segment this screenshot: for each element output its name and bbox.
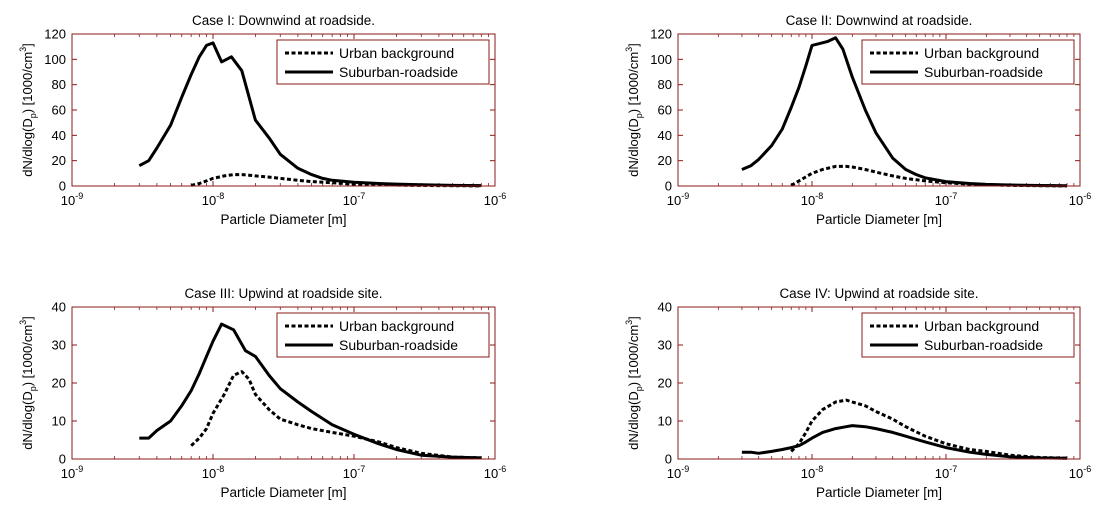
legend-label: Urban background bbox=[339, 318, 454, 334]
series-line-suburban-roadside bbox=[741, 36, 1068, 188]
chart-title: Case III: Upwind at roadside site. bbox=[184, 286, 382, 301]
legend: Urban background Suburban-roadside bbox=[861, 312, 1075, 358]
x-tick-label: 10-8 bbox=[801, 464, 823, 481]
y-tick-label: 10 bbox=[658, 414, 672, 429]
y-tick-label: 100 bbox=[44, 52, 66, 67]
legend-label: Suburban-roadside bbox=[924, 337, 1043, 353]
x-axis-label: Particle Diameter [m] bbox=[220, 485, 346, 500]
x-tick-label: 10-9 bbox=[667, 464, 689, 481]
legend: Urban background Suburban-roadside bbox=[276, 312, 490, 358]
x-tick-label: 10-7 bbox=[343, 191, 365, 208]
x-axis-label: Particle Diameter [m] bbox=[816, 212, 942, 227]
y-tick-label: 0 bbox=[59, 452, 66, 467]
y-tick-label: 40 bbox=[52, 300, 66, 315]
x-tick-label: 10-8 bbox=[202, 191, 224, 208]
series-line-urban-background bbox=[190, 370, 482, 460]
legend-label: Suburban-roadside bbox=[339, 337, 458, 353]
x-tick-label: 10-9 bbox=[61, 464, 83, 481]
y-tick-label: 120 bbox=[650, 27, 672, 42]
series-line-urban-background bbox=[790, 164, 1068, 188]
legend-box bbox=[861, 312, 1075, 358]
y-tick-label: 20 bbox=[52, 376, 66, 391]
legend-label: Urban background bbox=[339, 45, 454, 61]
y-tick-label: 0 bbox=[665, 452, 672, 467]
x-tick-label: 10-6 bbox=[484, 191, 506, 208]
y-tick-label: 40 bbox=[52, 128, 66, 143]
legend-label: Suburban-roadside bbox=[924, 64, 1043, 80]
y-tick-label: 80 bbox=[658, 77, 672, 92]
legend-box bbox=[276, 312, 490, 358]
x-axis-label: Particle Diameter [m] bbox=[816, 485, 942, 500]
y-tick-label: 60 bbox=[658, 103, 672, 118]
x-tick-label: 10-7 bbox=[343, 464, 365, 481]
x-tick-label: 10-7 bbox=[935, 191, 957, 208]
y-tick-label: 40 bbox=[658, 300, 672, 315]
chart-title: Case II: Downwind at roadside. bbox=[786, 13, 973, 28]
chart-panel-2: Case II: Downwind at roadside. 0 20 40 60 80 1… bbox=[624, 13, 1091, 227]
y-tick-label: 0 bbox=[59, 179, 66, 194]
series-line-suburban-roadside bbox=[741, 424, 1068, 460]
x-tick-label: 10-8 bbox=[801, 191, 823, 208]
y-tick-label: 60 bbox=[52, 103, 66, 118]
x-tick-label: 10-6 bbox=[1069, 464, 1091, 481]
legend-box bbox=[276, 39, 490, 85]
y-axis-label: dN/dlog(Dp) [1000/cm3] bbox=[624, 316, 644, 450]
x-tick-label: 10-9 bbox=[61, 191, 83, 208]
series-line-suburban-roadside bbox=[138, 41, 482, 188]
plot-area bbox=[677, 306, 1081, 460]
chart-title: Case IV: Upwind at roadside site. bbox=[779, 286, 978, 301]
legend-label: Urban background bbox=[924, 45, 1039, 61]
x-tick-label: 10-7 bbox=[935, 464, 957, 481]
x-tick-label: 10-8 bbox=[202, 464, 224, 481]
chart-panel-4: Case IV: Upwind at roadside site. 0 10 20 30… bbox=[624, 286, 1091, 500]
legend-label: Suburban-roadside bbox=[339, 64, 458, 80]
plot-area bbox=[677, 33, 1081, 187]
legend-box bbox=[861, 39, 1075, 85]
y-tick-label: 20 bbox=[658, 153, 672, 168]
x-tick-label: 10-6 bbox=[1069, 191, 1091, 208]
x-axis-label: Particle Diameter [m] bbox=[220, 212, 346, 227]
y-tick-label: 40 bbox=[658, 128, 672, 143]
x-tick-label: 10-6 bbox=[484, 464, 506, 481]
y-tick-label: 100 bbox=[650, 52, 672, 67]
y-axis-label: dN/dlog(Dp) [1000/cm3] bbox=[18, 316, 38, 450]
y-tick-label: 20 bbox=[658, 376, 672, 391]
y-axis-label: dN/dlog(Dp) [1000/cm3] bbox=[18, 43, 38, 177]
y-tick-label: 80 bbox=[52, 77, 66, 92]
series-line-urban-background bbox=[790, 398, 1068, 460]
y-axis-label: dN/dlog(Dp) [1000/cm3] bbox=[624, 43, 644, 177]
chart-panel-3: Case III: Upwind at roadside site. 0 10 20 3… bbox=[18, 286, 506, 500]
plot-area bbox=[71, 306, 496, 460]
y-tick-label: 120 bbox=[44, 27, 66, 42]
x-tick-label: 10-9 bbox=[667, 191, 689, 208]
y-tick-label: 0 bbox=[665, 179, 672, 194]
series-line-suburban-roadside bbox=[139, 322, 482, 460]
y-tick-label: 30 bbox=[658, 338, 672, 353]
y-tick-label: 20 bbox=[52, 153, 66, 168]
legend-label: Urban background bbox=[924, 318, 1039, 334]
legend: Urban background Suburban-roadside bbox=[861, 39, 1075, 85]
legend: Urban background Suburban-roadside bbox=[276, 39, 490, 85]
chart-panel-1: Case I: Downwind at roadside. 0 20 40 60 80 10… bbox=[18, 13, 506, 227]
chart-title: Case I: Downwind at roadside. bbox=[192, 13, 375, 28]
plot-area bbox=[71, 33, 496, 187]
y-tick-label: 10 bbox=[52, 414, 66, 429]
y-tick-label: 30 bbox=[52, 338, 66, 353]
